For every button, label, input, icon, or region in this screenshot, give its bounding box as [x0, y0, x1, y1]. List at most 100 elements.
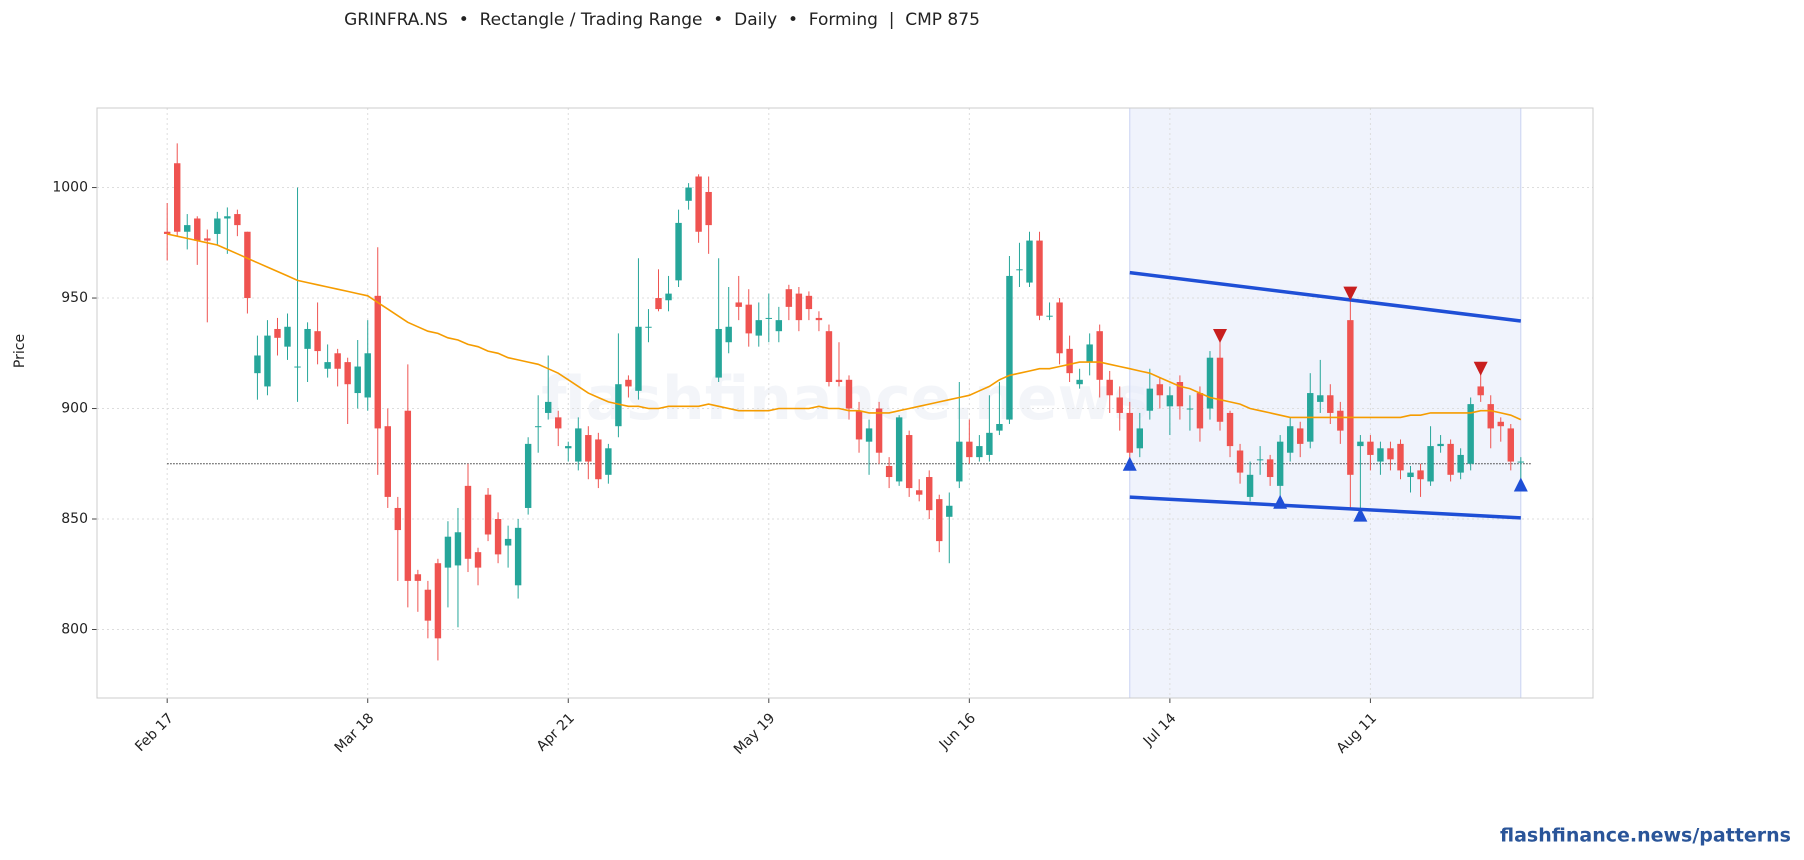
candle-body — [474, 552, 482, 568]
candle-body — [605, 448, 612, 475]
candle-body — [434, 563, 442, 639]
trend-line — [1129, 495, 1521, 520]
trough-marker — [1353, 507, 1368, 522]
candle-body — [996, 423, 1003, 431]
candle-body — [334, 353, 341, 369]
candle-body — [1086, 344, 1093, 363]
candle-body — [875, 408, 883, 453]
candle-body — [755, 320, 762, 336]
candle-body — [1166, 395, 1174, 407]
candle-body — [314, 331, 321, 352]
candle-body — [1286, 426, 1294, 453]
candle-body — [695, 176, 702, 232]
candle-body — [1076, 379, 1083, 385]
candle-body — [174, 163, 181, 232]
candle-body — [204, 238, 211, 241]
candle-body — [565, 446, 572, 449]
candle-body — [1377, 448, 1384, 462]
candle-body — [214, 218, 221, 234]
candle-body — [1216, 357, 1224, 422]
y-axis-label: Price — [12, 334, 28, 368]
candle-body — [946, 505, 953, 517]
candle-body — [224, 216, 231, 219]
x-tick-label: May 19 — [731, 710, 779, 758]
candle-body — [1276, 441, 1284, 486]
candle-body — [1056, 302, 1063, 354]
candle-body — [534, 426, 542, 428]
plot-frame — [96, 107, 1594, 699]
candle-body — [665, 293, 672, 301]
candle-body — [414, 574, 422, 581]
candle-body — [625, 379, 632, 387]
candle-body — [915, 490, 923, 495]
candle-body — [1317, 395, 1324, 402]
candle-body — [354, 366, 361, 394]
candle-body — [384, 426, 391, 497]
trough-marker — [1273, 494, 1288, 509]
candle-body — [926, 477, 933, 511]
candle-body — [1136, 428, 1143, 449]
x-tick-label: Jun 16 — [936, 710, 979, 753]
candle-body — [184, 225, 191, 232]
y-tick-label: 1000 — [52, 180, 88, 196]
candle-body — [976, 446, 983, 458]
range-zone — [1129, 107, 1522, 699]
candle-body — [424, 589, 432, 621]
candle-body — [1467, 404, 1474, 464]
candle-body — [635, 326, 642, 391]
candle-body — [163, 231, 171, 234]
candle-body — [825, 331, 833, 383]
candle-body — [1026, 240, 1033, 283]
candle-body — [745, 304, 752, 334]
candle-body — [936, 499, 943, 542]
candle-body — [1066, 348, 1073, 374]
candle-body — [374, 295, 381, 429]
candle-body — [464, 485, 472, 559]
candle-body — [294, 366, 301, 368]
candle-body — [444, 536, 452, 568]
x-tick-label: Aug 11 — [1334, 710, 1380, 756]
candle-body — [404, 410, 412, 581]
candle-body — [885, 465, 893, 478]
trend-line — [1129, 270, 1522, 323]
footer: flashfinance.news/patterns — [1500, 825, 1791, 847]
x-tick-label: Mar 18 — [332, 710, 378, 756]
candle-body — [575, 428, 582, 462]
candle-body — [1397, 443, 1404, 471]
candle-body — [735, 302, 742, 307]
trough-marker — [1122, 456, 1137, 471]
candle-body — [845, 379, 853, 409]
candle-body — [1357, 441, 1364, 447]
candle-body — [1437, 443, 1444, 447]
candle-body — [264, 335, 271, 387]
candle-body — [1337, 410, 1344, 431]
candle-body — [1417, 470, 1424, 480]
x-tick-label: Feb 17 — [132, 710, 177, 755]
candle-body — [1006, 275, 1013, 420]
moving-average — [167, 233, 1522, 421]
trough-marker — [1513, 477, 1528, 492]
candle-body — [775, 320, 783, 332]
candle-body — [1116, 397, 1123, 413]
candle-body — [555, 417, 562, 429]
watermark: flashfinance.news — [541, 364, 1148, 434]
candle-body — [815, 317, 823, 321]
candle-body — [1036, 240, 1043, 316]
candle-body — [1497, 421, 1504, 427]
candle-body — [1367, 441, 1374, 455]
candle-body — [795, 293, 803, 321]
candle-body — [705, 191, 712, 226]
candle-body — [956, 441, 963, 482]
candle-body — [1236, 450, 1244, 473]
candle-body — [234, 214, 241, 226]
candle-body — [1297, 428, 1304, 444]
candle-body — [194, 218, 201, 241]
candle-body — [1507, 428, 1514, 462]
candle-body — [725, 326, 732, 343]
y-tick-label: 950 — [61, 290, 88, 306]
candle-body — [344, 362, 351, 385]
y-tick-label: 900 — [61, 401, 88, 417]
candle-body — [715, 328, 722, 378]
candle-body — [364, 353, 371, 398]
candle-body — [986, 432, 993, 455]
